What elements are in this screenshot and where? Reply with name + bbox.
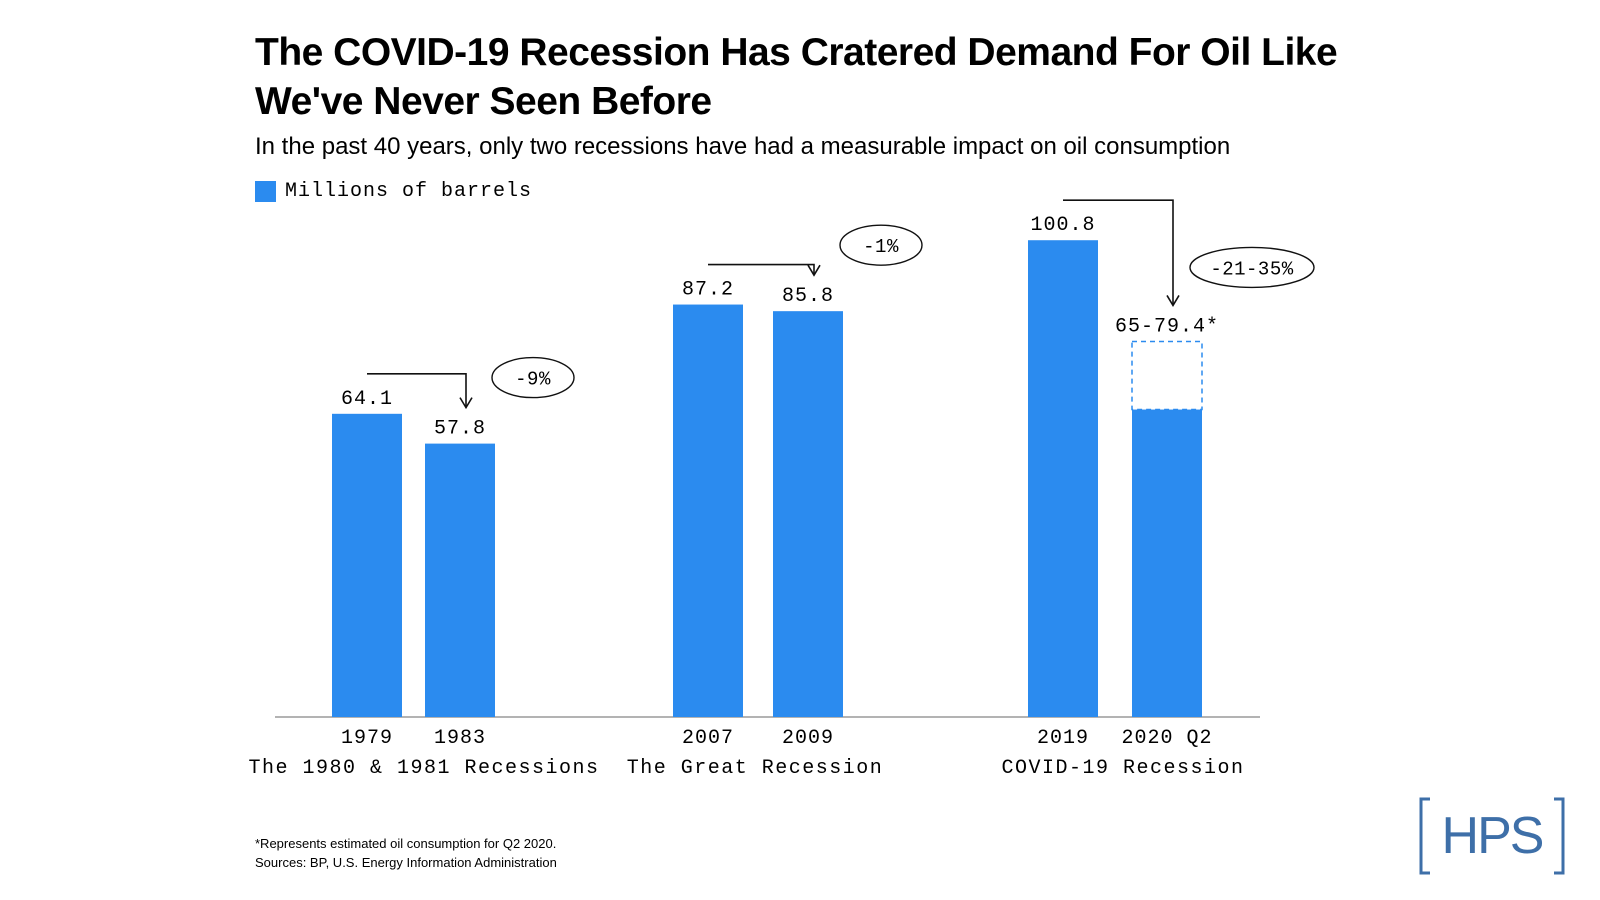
change-arrow-head [459,397,473,410]
x-tick-label: 1983 [434,727,486,750]
data-label: 65-79.4* [1115,315,1219,338]
footnote-estimate: *Represents estimated oil consumption fo… [255,836,557,851]
change-ellipse [491,356,575,399]
bar [1132,409,1202,717]
footnotes: *Represents estimated oil consumption fo… [255,834,557,872]
data-label: 64.1 [341,388,393,411]
change-arrow-head [1166,295,1180,307]
bar [425,443,495,717]
change-arrow-line [367,373,467,408]
legend-label: Millions of barrels [285,180,533,203]
footnote-sources: Sources: BP, U.S. Energy Information Adm… [255,855,557,870]
change-arrow-head [807,264,821,277]
group-label: COVID-19 Recession [1001,757,1244,780]
change-label: -1% [863,236,899,258]
x-tick-label: 2019 [1037,727,1089,750]
legend: Millions of barrels [255,180,532,203]
bar [1028,240,1098,717]
x-tick-label: 2009 [782,727,834,750]
change-ellipse [839,224,923,266]
chart-subtitle: In the past 40 years, only two recession… [255,133,1231,160]
group-label: The Great Recession [627,757,884,780]
data-label: 85.8 [782,285,834,308]
x-tick-label: 1979 [341,727,393,750]
bar [673,304,743,717]
data-label: 100.8 [1030,214,1095,237]
chart-title: The COVID-19 Recession Has Cratered Dema… [255,31,1338,123]
data-label: 87.2 [682,279,734,302]
change-label: -9% [515,369,551,391]
change-ellipse [1189,246,1315,289]
x-tick-label: 2007 [682,727,734,750]
change-arrow-line [708,263,815,276]
logo-text: HPS [1441,807,1545,865]
bar [332,413,402,717]
change-arrow-line [1063,199,1174,306]
x-tick-label: 2020 Q2 [1121,727,1212,750]
change-label: -21-35% [1210,258,1293,280]
hps-logo: HPS [1418,796,1566,876]
legend-swatch [255,181,276,202]
logo-brackets [1419,797,1565,875]
estimate-range-box [1131,340,1203,411]
data-label: 57.8 [434,418,486,441]
group-label: The 1980 & 1981 Recessions [248,757,599,780]
bar [773,311,843,717]
